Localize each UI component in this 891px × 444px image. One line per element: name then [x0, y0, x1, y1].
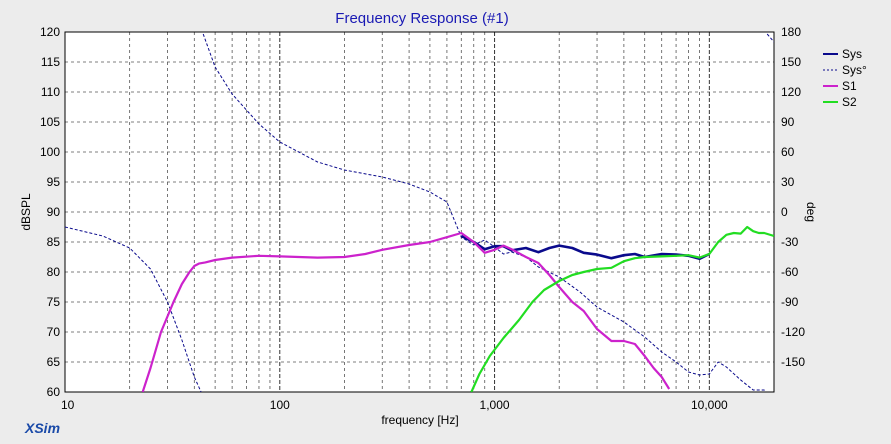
y2-tick-label: 0	[781, 205, 788, 219]
y-tick-label: 110	[41, 85, 60, 99]
y-tick-label: 90	[47, 205, 61, 219]
y-tick-label: 120	[40, 25, 60, 39]
series-line-s2	[470, 225, 774, 392]
series-line-s1	[141, 231, 671, 392]
y2-tick-label: -90	[781, 295, 799, 309]
x-tick-label: 10	[61, 398, 75, 412]
axes: 6065707580859095100105110115120-150-120-…	[40, 25, 805, 412]
y2-tick-label: 180	[781, 25, 801, 39]
grid-lines	[65, 32, 774, 392]
y2-tick-label: -150	[781, 355, 805, 369]
y-tick-label: 80	[47, 265, 61, 279]
x-tick-label: 100	[270, 398, 290, 412]
y-tick-label: 65	[47, 355, 61, 369]
x-tick-label: 10,000	[691, 398, 728, 412]
legend-label: S2	[842, 95, 857, 109]
y-tick-label: 60	[47, 385, 61, 399]
x-tick-label: 1,000	[480, 398, 510, 412]
x-axis-label: frequency [Hz]	[381, 413, 458, 427]
y2-tick-label: 60	[781, 145, 795, 159]
series-line-sys	[460, 234, 710, 261]
y2-tick-label: -30	[781, 235, 799, 249]
plot-border	[64, 31, 775, 393]
legend-label: Sys°	[842, 63, 867, 77]
y2-tick-label: 120	[781, 85, 801, 99]
y-axis-label: dBSPL	[19, 193, 33, 231]
series-group	[65, 33, 774, 392]
y2-tick-label: 150	[781, 55, 801, 69]
y-tick-label: 100	[40, 145, 60, 159]
y-tick-label: 85	[47, 235, 61, 249]
y2-tick-label: -120	[781, 325, 805, 339]
legend: Sys Sys° S1 S2	[823, 47, 867, 109]
series-layer	[65, 33, 774, 392]
legend-label: Sys	[842, 47, 862, 61]
y2-tick-label: 30	[781, 175, 795, 189]
y2-tick-label: 90	[781, 115, 795, 129]
legend-label: S1	[842, 79, 857, 93]
y2-axis-label: deg	[804, 202, 818, 222]
y-tick-label: 105	[40, 115, 60, 129]
chart-title: Frequency Response (#1)	[335, 10, 508, 27]
y-tick-label: 75	[47, 295, 61, 309]
y2-tick-label: -60	[781, 265, 799, 279]
y-tick-label: 115	[41, 55, 60, 69]
brand-label: XSim	[24, 420, 60, 436]
y-tick-label: 95	[47, 175, 61, 189]
y-tick-label: 70	[47, 325, 61, 339]
